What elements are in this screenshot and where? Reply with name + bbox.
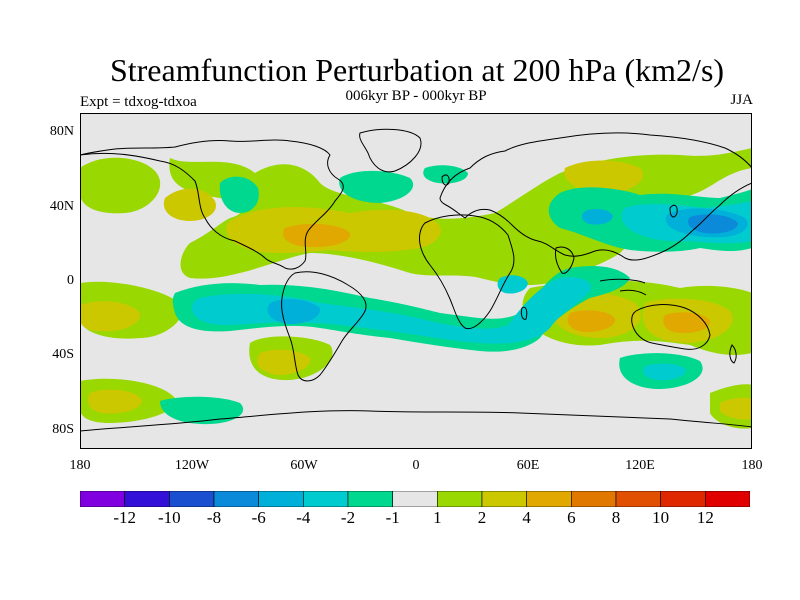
lat-label-80n: 80N xyxy=(49,124,74,139)
colorbar-swatch xyxy=(571,491,617,507)
colorbar-tick-label: -2 xyxy=(340,508,356,527)
lat-label-0: 0 xyxy=(67,273,74,288)
contour-region xyxy=(720,397,752,420)
contour-region xyxy=(497,275,528,294)
contour-region xyxy=(257,349,311,375)
colorbar-tick-label: -6 xyxy=(251,508,266,527)
contour-region xyxy=(282,223,351,248)
coastline-india xyxy=(555,246,575,274)
colorbar-tick-label: 1 xyxy=(433,508,442,527)
lon-label-120w: 120W xyxy=(174,458,210,473)
lon-label-60w: 60W xyxy=(290,458,318,473)
contour-region xyxy=(80,157,161,214)
coastline-uk xyxy=(441,174,450,186)
colorbar-tick-label: -4 xyxy=(296,508,311,527)
colorbar xyxy=(80,491,750,507)
colorbar-swatch xyxy=(705,491,750,507)
colorbar-swatch xyxy=(213,491,259,507)
coastline-africa xyxy=(419,214,515,330)
lon-label-180w: 180 xyxy=(69,458,91,473)
contour-region xyxy=(160,396,244,425)
experiment-label: Expt = tdxog-tdxoa xyxy=(80,94,197,110)
lat-label-80s: 80S xyxy=(52,422,74,437)
contour-region xyxy=(687,214,738,234)
colorbar-swatch xyxy=(481,491,527,507)
contour-level-neg-6-8 xyxy=(687,214,738,234)
contour-region xyxy=(643,363,686,381)
plot-subtitle: 006kyr BP - 000kyr BP xyxy=(345,88,487,104)
colorbar-swatch xyxy=(347,491,393,507)
season-label: JJA xyxy=(730,92,753,108)
colorbar-tick-label: -1 xyxy=(385,508,400,527)
plot-title: Streamfunction Perturbation at 200 hPa (… xyxy=(109,52,725,88)
contour-region xyxy=(564,160,644,193)
lat-label-40n: 40N xyxy=(49,199,74,214)
lon-label-180e: 180 xyxy=(741,458,763,473)
colorbar-tick-label: 6 xyxy=(567,508,576,527)
lon-label-60e: 60E xyxy=(516,458,540,473)
coastline-south-america xyxy=(281,271,367,382)
colorbar-tick-label: -10 xyxy=(157,508,181,527)
contour-region xyxy=(567,310,616,333)
colorbar-tick-label: -12 xyxy=(113,508,136,527)
coastline-antarctica xyxy=(80,410,752,432)
colorbar-swatch xyxy=(526,491,572,507)
coastline-new-zealand xyxy=(729,344,737,364)
colorbar-tick-label: 4 xyxy=(522,508,531,527)
coastlines xyxy=(80,128,752,432)
contour-region xyxy=(80,301,141,332)
coastline-north-america xyxy=(80,139,344,270)
colorbar-swatch xyxy=(80,491,125,507)
coastline-madagascar xyxy=(520,306,528,320)
contour-region xyxy=(267,299,321,325)
colorbar-swatch xyxy=(303,491,349,507)
coastline-japan xyxy=(669,204,678,218)
coastline-europe-asia xyxy=(439,132,752,261)
contour-level-4-6 xyxy=(282,223,711,334)
lat-label-40s: 40S xyxy=(52,347,74,362)
contour-region xyxy=(423,165,468,184)
colorbar-tick-label: 8 xyxy=(611,508,621,527)
colorbar-swatch xyxy=(124,491,170,507)
contour-region xyxy=(88,389,142,414)
colorbar-tick-label: 12 xyxy=(696,508,714,527)
colorbar-swatch xyxy=(169,491,215,507)
colorbar-swatch xyxy=(392,491,438,507)
lon-label-0: 0 xyxy=(412,458,420,473)
contour-region xyxy=(219,176,259,213)
colorbar-swatch xyxy=(660,491,706,507)
coastline-indonesia xyxy=(599,278,647,296)
colorbar-tick-label: 10 xyxy=(652,508,670,527)
colorbar-tick-label: 2 xyxy=(477,508,487,527)
colorbar-tick-label: -8 xyxy=(206,508,222,527)
map-frame xyxy=(80,113,752,449)
contour-region xyxy=(581,208,613,225)
colorbar-swatch xyxy=(258,491,304,507)
colorbar-swatch xyxy=(615,491,661,507)
coastline-greenland xyxy=(359,128,422,173)
contour-region xyxy=(663,312,711,334)
lon-label-120e: 120E xyxy=(625,458,655,473)
colorbar-swatch xyxy=(437,491,483,507)
contour-region xyxy=(339,170,414,203)
coastline-australia xyxy=(631,304,711,350)
contour-map xyxy=(80,113,752,449)
